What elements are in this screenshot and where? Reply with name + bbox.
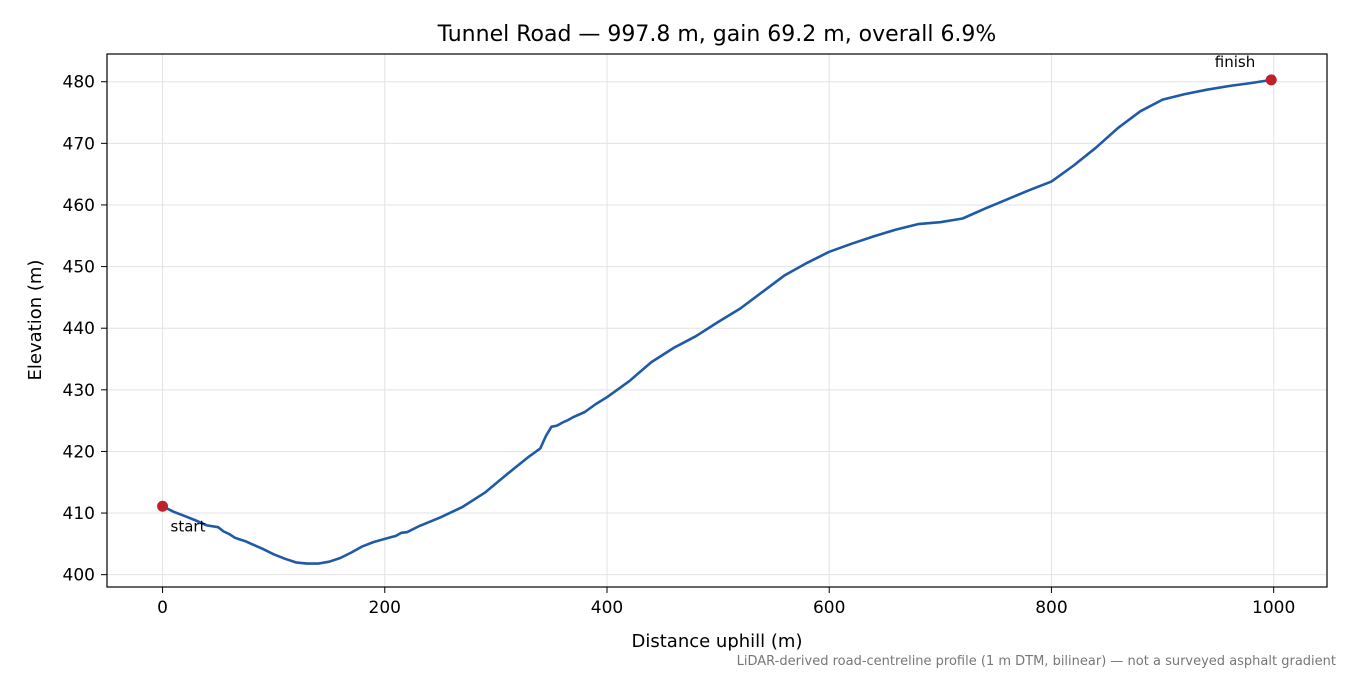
y-tick-label: 400 [63, 566, 95, 586]
y-tick-label: 480 [63, 73, 95, 93]
x-tick-label: 200 [369, 598, 401, 618]
y-tick-label: 430 [63, 381, 95, 401]
plot-frame [106, 53, 1328, 588]
start-label: start [171, 517, 206, 535]
series-layer [161, 78, 1273, 565]
x-tick-label: 0 [157, 598, 168, 618]
x-tick-label: 1000 [1252, 598, 1295, 618]
grid-layer [107, 54, 1327, 587]
x-tick-label: 600 [813, 598, 845, 618]
x-axis-label: Distance uphill (m) [632, 631, 803, 652]
finish-marker [1265, 74, 1277, 86]
chart-title: Tunnel Road — 997.8 m, gain 69.2 m, over… [437, 22, 997, 47]
x-tick-label: 800 [1035, 598, 1067, 618]
finish-label: finish [1215, 53, 1255, 71]
y-tick-label: 450 [63, 258, 95, 278]
start-marker [157, 500, 169, 512]
x-tick-label: 400 [591, 598, 623, 618]
y-tick-label: 470 [63, 134, 95, 154]
tick-layer: 0 200 400 600 800 1000 400 410 420 430 440 450 460 47… [63, 73, 1296, 618]
y-tick-label: 460 [63, 196, 95, 216]
y-tick-label: 420 [63, 442, 95, 462]
y-axis-label: Elevation (m) [25, 260, 46, 381]
y-tick-label: 410 [63, 504, 95, 524]
footnote: LiDAR-derived road-centreline profile (1… [737, 654, 1336, 669]
annotation-layer: start finish [157, 53, 1277, 535]
elevation-line [161, 78, 1273, 565]
y-tick-label: 440 [63, 319, 95, 339]
